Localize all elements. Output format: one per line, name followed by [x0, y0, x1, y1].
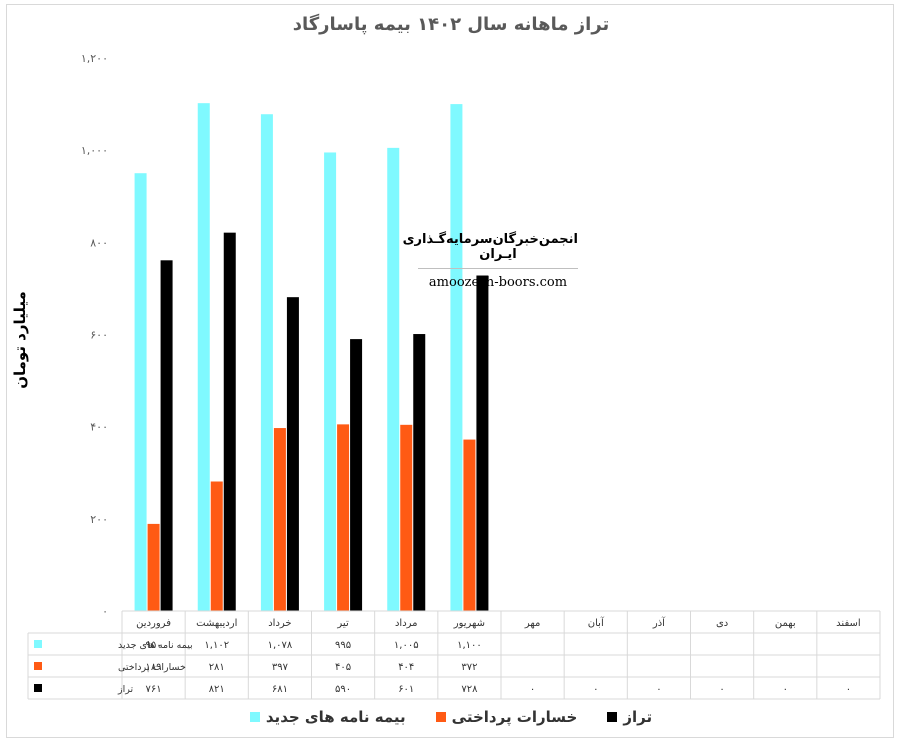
category-label: مهر [524, 618, 540, 629]
data-label: ۸۲۱ [209, 684, 225, 695]
data-label: ۱,۰۷۸ [268, 640, 293, 651]
bar-3-6 [476, 275, 489, 611]
chart-title: تراز ماهانه سال ۱۴۰۲ بیمه پاسارگاد [292, 14, 610, 35]
data-label: ۴۰۵ [335, 662, 351, 673]
data-label: ۷۲۸ [461, 684, 478, 695]
legend-swatch [435, 712, 446, 722]
table-series-name: تراز [117, 684, 133, 695]
table-legend-swatch [34, 662, 42, 670]
y-tick-label: ۸۰۰ [90, 236, 108, 249]
legend-swatch [249, 712, 260, 722]
data-label: ۱۸۹ [146, 662, 162, 673]
category-label: آذر [652, 616, 666, 629]
data-label: ۰ [593, 684, 598, 695]
data-label: ۰ [783, 684, 788, 695]
y-tick-label: ۶۰۰ [90, 329, 108, 342]
category-label: تیر [336, 618, 349, 629]
data-label: ۱,۰۰۵ [394, 640, 419, 651]
bar-3-5 [413, 334, 426, 611]
category-label: مرداد [395, 618, 418, 629]
data-label: ۰ [719, 684, 724, 695]
watermark-url: amoozesh-boors.com [428, 275, 568, 290]
data-label: ۴۰۴ [398, 662, 414, 673]
bar-1-4 [324, 152, 337, 612]
category-label: آبان [588, 616, 605, 629]
legend-item: خسارات پرداختی [435, 708, 578, 726]
bar-1-3 [260, 114, 273, 611]
data-label: ۶۰۱ [398, 684, 414, 695]
y-tick-label: ۰ [102, 605, 108, 618]
category-label: فروردین [136, 618, 171, 629]
data-label: ۹۵۰ [146, 640, 162, 651]
bar-2-2 [210, 481, 223, 611]
category-label: اردیبهشت [196, 618, 237, 629]
bar-3-4 [350, 339, 363, 611]
legend-item: بیمه نامه های جدید [249, 708, 406, 726]
y-tick-label: ۱,۲۰۰ [81, 52, 108, 65]
data-label: ۹۹۵ [335, 640, 351, 651]
y-tick-label: ۱,۰۰۰ [81, 144, 108, 157]
data-label: ۰ [656, 684, 661, 695]
bar-1-5 [387, 147, 400, 612]
bar-1-1 [134, 173, 147, 612]
y-tick-label: ۴۰۰ [90, 421, 108, 434]
data-label: ۰ [846, 684, 851, 695]
legend-label: تراز [623, 708, 653, 726]
bar-3-3 [286, 297, 299, 611]
chart-frame [6, 4, 894, 738]
y-tick-label: ۲۰۰ [90, 513, 108, 526]
chart-svg: ۰ ۲۰۰ ۴۰۰ ۶۰۰ ۸۰۰ ۱,۰۰۰ ۱,۲۰۰ فروردین اردیبهشت خر… [27, 52, 881, 700]
data-label: ۱,۱۰۲ [204, 640, 229, 651]
category-label: خرداد [268, 618, 291, 629]
data-label: ۶۸۱ [272, 684, 288, 695]
data-label: ۵۹۰ [335, 684, 351, 695]
bar-3-1 [160, 260, 173, 611]
legend-label: بیمه نامه های جدید [265, 708, 406, 726]
bar-2-1 [147, 523, 160, 611]
table-legend-swatch [34, 684, 42, 692]
table-legend-swatch [34, 640, 42, 648]
bar-1-2 [197, 103, 210, 611]
bar-2-4 [337, 424, 350, 611]
data-label: ۳۹۷ [272, 662, 289, 673]
data-label: ۲۸۱ [209, 662, 225, 673]
watermark: انجمن‌خبرگان‌سرمایه‌گـذاری ایـران amooze… [403, 232, 578, 290]
data-label: ۳۷۲ [461, 662, 477, 673]
bar-2-3 [273, 428, 286, 611]
legend-item: تراز [607, 708, 652, 726]
watermark-persian: انجمن‌خبرگان‌سرمایه‌گـذاری ایـران [403, 232, 578, 269]
legend: تراز خسارات پرداختی بیمه نامه های جدید [0, 708, 902, 726]
legend-label: خسارات پرداختی [451, 708, 578, 726]
table-series-name: بیمه نامه های جدید [118, 640, 193, 651]
data-label: ۷۶۱ [146, 684, 162, 695]
category-label: شهریور [453, 618, 485, 629]
table-series-name: خسارات پرداختی [118, 662, 186, 673]
bar-2-6 [463, 439, 476, 611]
bar-2-5 [400, 424, 413, 611]
legend-swatch [607, 712, 618, 722]
data-label: ۰ [530, 684, 535, 695]
bar-1-6 [450, 104, 463, 611]
data-label: ۱,۱۰۰ [457, 640, 482, 651]
category-label: اسفند [836, 618, 860, 629]
bar-3-2 [223, 232, 236, 612]
category-label: بهمن [775, 618, 796, 629]
category-label: دی [716, 618, 728, 629]
